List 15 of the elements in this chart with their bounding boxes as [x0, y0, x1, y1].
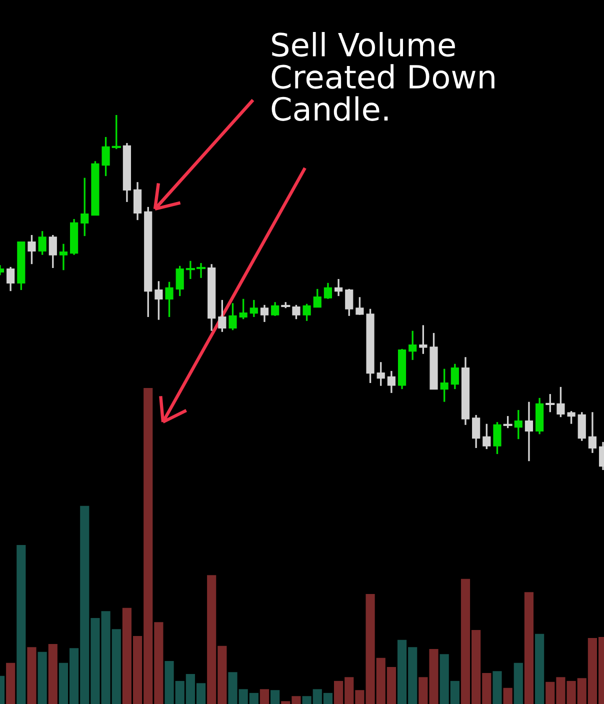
candlestick — [503, 415, 512, 429]
bar — [514, 662, 523, 704]
bar — [16, 545, 26, 704]
bar — [535, 634, 544, 704]
bar — [524, 592, 534, 704]
candlestick — [112, 115, 121, 150]
bar — [492, 671, 502, 704]
bar — [27, 647, 36, 704]
bar — [48, 644, 58, 704]
bar — [503, 688, 512, 704]
bar — [270, 690, 280, 704]
annotation: Sell Volume Created Down Candle. — [272, 32, 494, 121]
bar — [260, 689, 270, 704]
bar — [38, 652, 47, 704]
candlestick — [546, 393, 555, 413]
